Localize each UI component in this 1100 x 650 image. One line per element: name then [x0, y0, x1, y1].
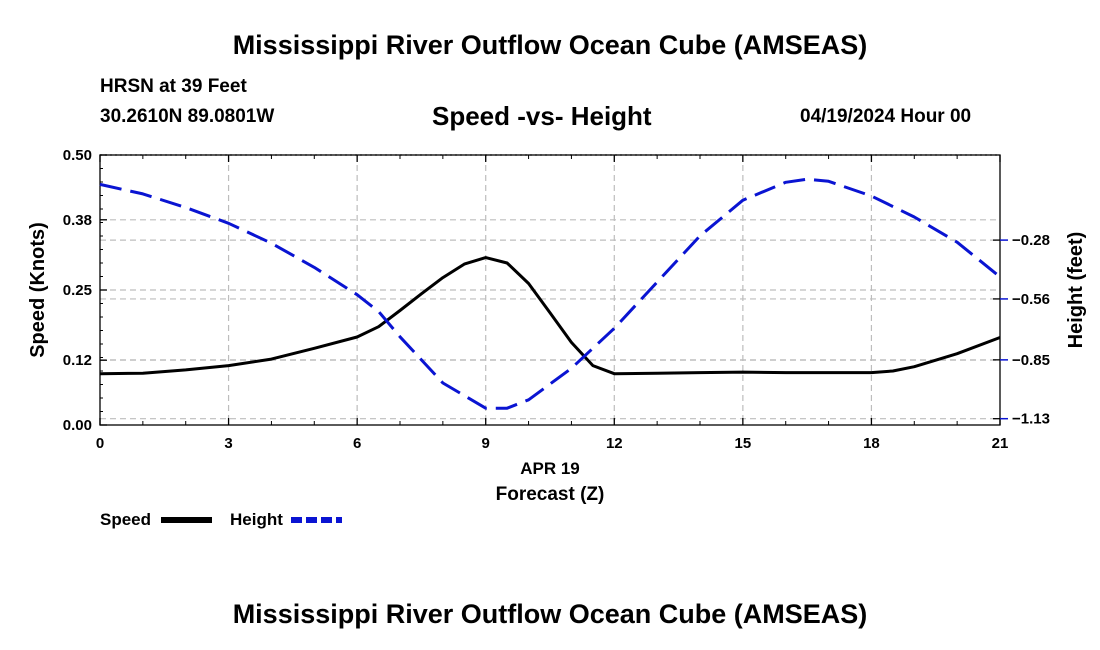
legend-height-label: Height	[230, 510, 283, 529]
series-layer	[99, 177, 1001, 410]
y-tick-label: 0.25	[63, 282, 92, 299]
y-axis-title: Speed (Knots)	[27, 222, 49, 358]
x-tick-label: 9	[482, 435, 490, 452]
datetime-label: 04/19/2024 Hour 00	[800, 106, 972, 127]
y2-tick-label: −0.56	[1012, 291, 1050, 308]
axes: 0 3 6 9 12 15 18 21 0.00 0.12 0.25 0.38 0.50 −0.28 −0.…	[63, 147, 1050, 452]
station-label: HRSN at 39 Feet	[100, 76, 247, 97]
x-tick-label: 15	[735, 435, 752, 452]
footer-title: Mississippi River Outflow Ocean Cube (AM…	[232, 599, 868, 629]
y-tick-label: 0.50	[63, 147, 92, 164]
y-tick-label: 0.00	[63, 417, 92, 434]
chart-main-title: Mississippi River Outflow Ocean Cube (AM…	[232, 30, 868, 60]
x-tick-label: 12	[606, 435, 623, 452]
legend-speed-label: Speed	[100, 510, 151, 529]
y2-tick-label: −1.13	[1012, 411, 1050, 428]
y2-tick-label: −0.85	[1012, 352, 1050, 369]
legend: Speed Height	[100, 510, 342, 529]
y2-tick-label: −0.28	[1012, 232, 1050, 249]
grid-lines	[100, 155, 1000, 425]
y-tick-label: 0.38	[63, 212, 92, 229]
x-tick-label: 18	[863, 435, 880, 452]
x-tick-label: 21	[992, 435, 1009, 452]
y2-axis-title: Height (feet)	[1065, 232, 1087, 349]
x-tick-label: 3	[224, 435, 232, 452]
plot-title: Speed -vs- Height	[432, 101, 652, 131]
x-axis-title: Forecast (Z)	[496, 484, 605, 505]
series-height-line	[99, 177, 1001, 410]
x-tick-label: 6	[353, 435, 361, 452]
coordinates-label: 30.2610N 89.0801W	[100, 106, 275, 127]
y-tick-label: 0.12	[63, 352, 92, 369]
series-speed-line	[99, 256, 1001, 376]
x-tick-label: 0	[96, 435, 104, 452]
x-axis-date-label: APR 19	[520, 459, 580, 478]
